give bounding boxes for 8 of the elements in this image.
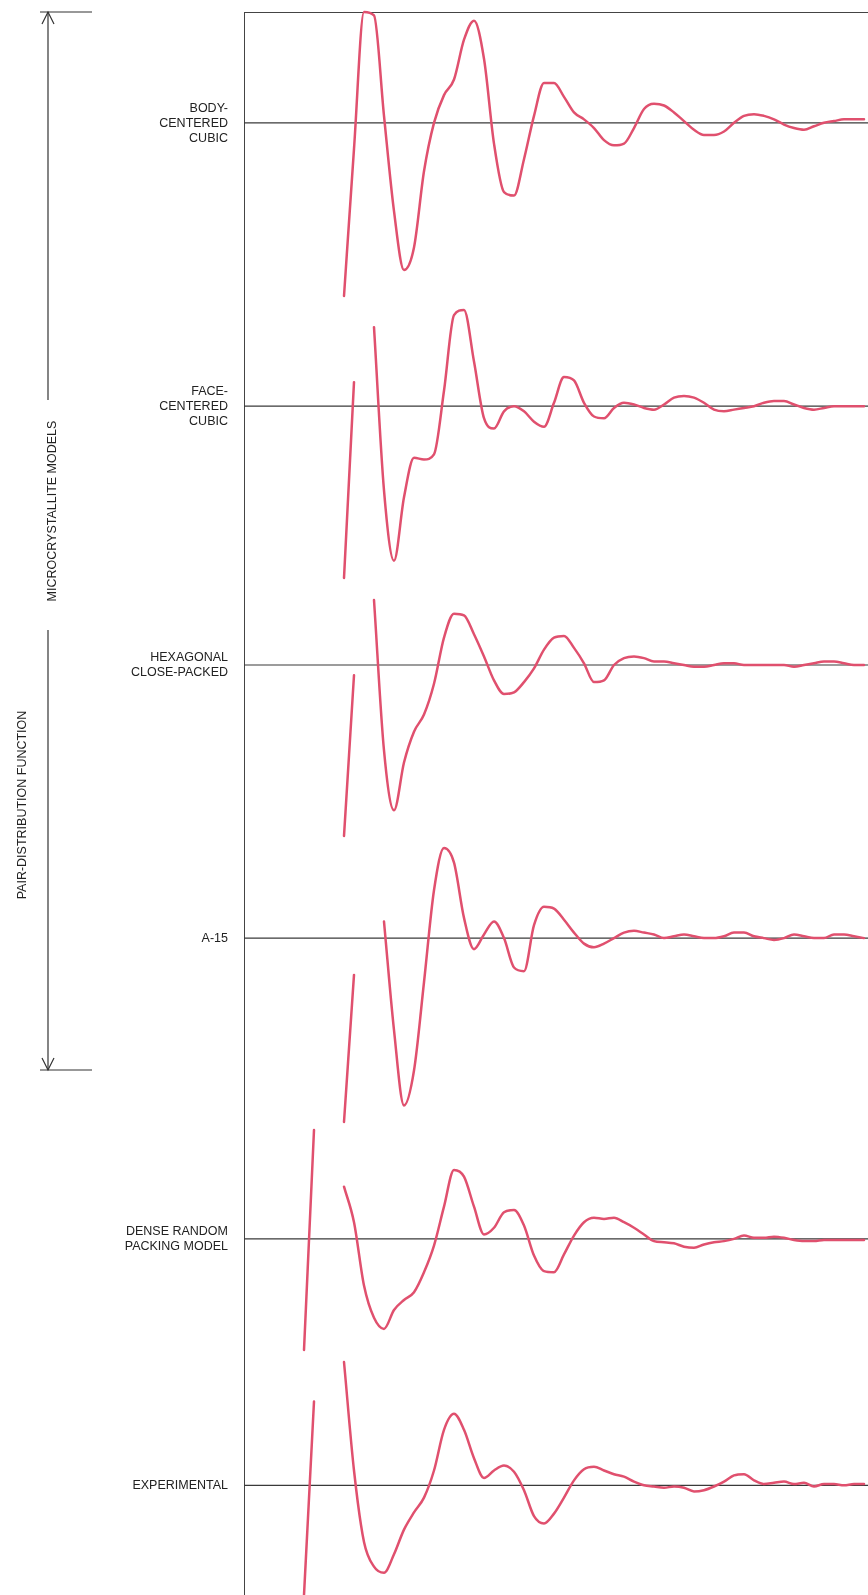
- text: FACE-CENTERED CUBIC: [158, 383, 228, 429]
- text: DENSE RANDOM PACKING MODEL: [123, 1223, 228, 1254]
- text: PAIR-DISTRIBUTION FUNCTION: [15, 710, 29, 900]
- text: A-15: [200, 930, 228, 946]
- text: EXPERIMENTAL: [131, 1477, 228, 1493]
- text: MICROCRYSTALLITE MODELS: [45, 420, 59, 602]
- text: HEXAGONAL CLOSE-PACKED: [130, 649, 228, 680]
- text: BODY-CENTERED CUBIC: [158, 100, 228, 146]
